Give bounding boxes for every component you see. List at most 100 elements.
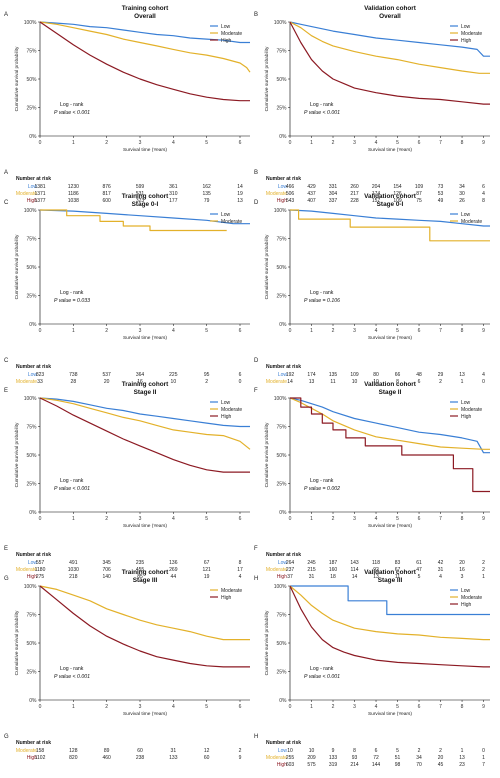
risk-value: 66: [395, 372, 401, 378]
series-line-high: [289, 585, 490, 668]
risk-value: 600: [102, 198, 111, 204]
risk-value: 5: [418, 574, 421, 580]
risk-row-label-high: High: [27, 198, 38, 204]
x-tick-label: 3: [353, 140, 356, 146]
risk-value: 10: [309, 748, 315, 754]
y-tick-label: 100%: [24, 396, 37, 402]
risk-value: 310: [169, 191, 178, 197]
legend-label-low: Low: [461, 588, 471, 594]
risk-value: 7: [482, 762, 485, 768]
logrank-label: Log - rank: [310, 102, 334, 108]
risk-row-label-low: Low: [28, 560, 38, 566]
chart-subtitle: Overall: [134, 13, 156, 20]
risk-row-label-moderate: Moderate: [16, 379, 37, 385]
chart-subtitle: Stage III: [378, 577, 403, 584]
y-tick-label: 25%: [26, 105, 37, 111]
risk-value: 136: [169, 560, 178, 566]
series-line-high: [39, 585, 250, 668]
y-axis-label: Cumulative survival probability: [14, 234, 20, 299]
chart-title: Training cohort: [122, 381, 169, 388]
legend-label-low: Low: [461, 24, 471, 30]
risk-value: 1186: [68, 191, 79, 197]
x-tick-label: 9: [482, 516, 485, 522]
risk-value: 53: [438, 191, 444, 197]
risk-row-label-high: High: [277, 574, 288, 580]
series-line-moderate: [289, 397, 490, 450]
risk-value: 557: [36, 560, 45, 566]
risk-value: 491: [69, 560, 78, 566]
y-tick-label: 0%: [279, 510, 287, 516]
y-tick-label: 100%: [274, 208, 287, 214]
risk-value: 154: [393, 184, 402, 190]
x-axis-label: Survival time (Years): [123, 147, 167, 153]
series-line-moderate: [290, 209, 490, 242]
risk-value: 60: [204, 755, 210, 761]
x-tick-label: 0: [289, 704, 292, 710]
risk-value: 1377: [34, 198, 45, 204]
y-tick-label: 50%: [26, 265, 37, 271]
legend-label-low: Low: [221, 24, 231, 30]
risk-value: 10: [171, 379, 177, 385]
chart-title: Training cohort: [122, 569, 169, 576]
risk-value: 31: [171, 748, 177, 754]
risk-value: 17: [237, 567, 243, 573]
x-tick-label: 6: [239, 704, 242, 710]
x-tick-label: 3: [139, 516, 142, 522]
y-tick-label: 25%: [26, 293, 37, 299]
y-tick-label: 100%: [274, 584, 287, 590]
x-tick-label: 0: [289, 516, 292, 522]
risk-value: 0: [482, 748, 485, 754]
risk-title: Number at risk: [266, 740, 301, 746]
y-tick-label: 75%: [276, 236, 287, 242]
logrank-label: Log - rank: [60, 478, 84, 484]
x-tick-label: 0: [289, 328, 292, 334]
risk-value: 429: [307, 184, 316, 190]
x-tick-label: 2: [105, 704, 108, 710]
risk-value: 706: [102, 567, 111, 573]
y-axis-label: Cumulative survival probability: [14, 46, 20, 111]
x-tick-label: 6: [418, 140, 421, 146]
y-axis-label: Cumulative survival probability: [264, 610, 270, 675]
risk-value: 157: [372, 198, 381, 204]
risk-value: 79: [204, 198, 210, 204]
risk-value: 1: [461, 379, 464, 385]
risk-value: 121: [202, 567, 211, 573]
legend-label-moderate: Moderate: [461, 31, 482, 37]
risk-value: 192: [286, 372, 295, 378]
risk-value: 13: [459, 372, 465, 378]
legend-label-moderate: Moderate: [461, 595, 482, 601]
risk-value: 114: [351, 567, 359, 573]
risk-value: 237: [286, 567, 295, 573]
series-line-moderate: [289, 21, 490, 74]
y-tick-label: 50%: [276, 453, 287, 459]
chart-title: Training cohort: [122, 5, 169, 12]
risk-value: 2: [439, 748, 442, 754]
x-tick-label: 0: [39, 328, 42, 334]
x-tick-label: 2: [105, 140, 108, 146]
series-line-high: [39, 397, 250, 473]
risk-row-label-high: High: [27, 755, 38, 761]
risk-value: 126: [393, 191, 402, 197]
y-tick-label: 0%: [29, 510, 37, 516]
x-tick-label: 5: [396, 328, 399, 334]
chart-subtitle: Stage 0-I: [132, 201, 159, 208]
legend-label-low: Low: [461, 400, 471, 406]
risk-value: 14: [287, 379, 293, 385]
risk-panel-letter: E: [4, 546, 8, 552]
logrank-label: Log - rank: [310, 478, 334, 484]
risk-value: 269: [169, 567, 178, 573]
x-tick-label: 0: [39, 516, 42, 522]
x-tick-label: 6: [418, 704, 421, 710]
risk-value: 437: [307, 191, 316, 197]
risk-row-label-moderate: Moderate: [16, 191, 37, 197]
risk-value: 215: [307, 567, 316, 573]
risk-value: 20: [459, 560, 465, 566]
risk-value: 2: [482, 560, 485, 566]
p-value-label: P value = 0.002: [304, 486, 340, 492]
x-tick-label: 3: [139, 140, 142, 146]
x-tick-label: 5: [396, 704, 399, 710]
y-tick-label: 100%: [24, 584, 37, 590]
